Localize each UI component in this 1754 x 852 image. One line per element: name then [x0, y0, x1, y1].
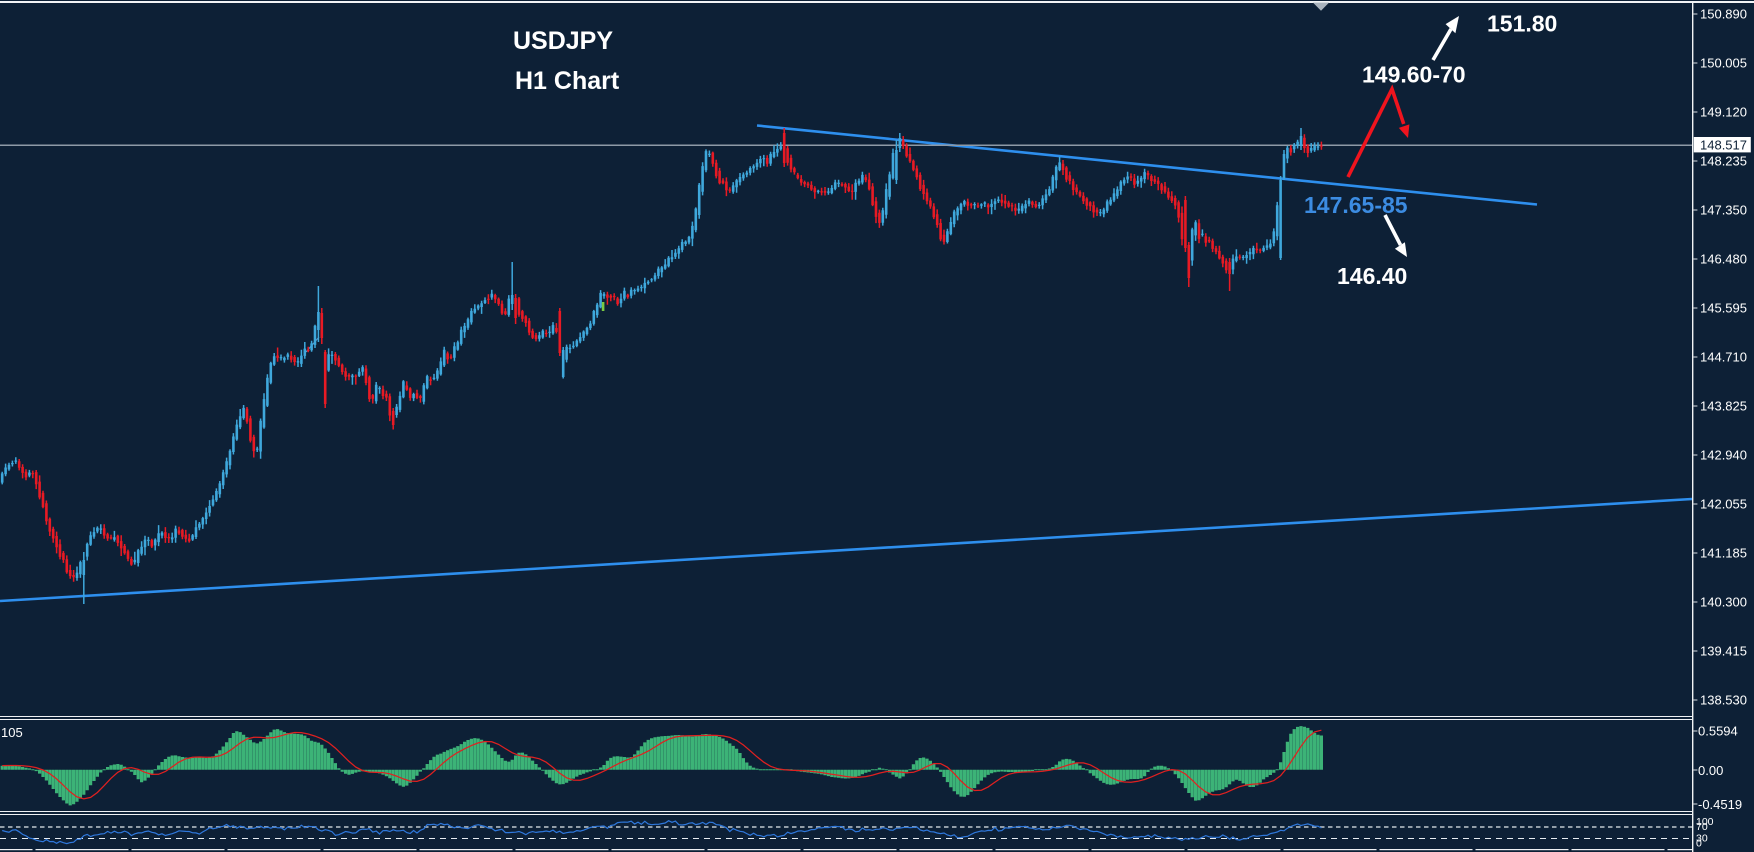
svg-text:100: 100 [1696, 816, 1714, 828]
svg-text:144.710: 144.710 [1700, 350, 1747, 365]
svg-text:USDJPY: USDJPY [513, 27, 613, 55]
svg-text:146.480: 146.480 [1700, 252, 1747, 267]
svg-text:0: 0 [1696, 837, 1702, 849]
svg-text:142.055: 142.055 [1700, 497, 1747, 512]
svg-text:146.40: 146.40 [1337, 263, 1407, 289]
svg-text:70: 70 [1696, 821, 1708, 833]
svg-text:141.185: 141.185 [1700, 546, 1747, 561]
svg-text:143.825: 143.825 [1700, 399, 1747, 414]
svg-text:142.940: 142.940 [1700, 448, 1747, 463]
svg-text:-0.4519: -0.4519 [1698, 797, 1742, 812]
svg-text:148.235: 148.235 [1700, 154, 1747, 169]
svg-text:151.80: 151.80 [1487, 11, 1557, 37]
svg-text:0.5594: 0.5594 [1698, 724, 1738, 739]
svg-text:147.65-85: 147.65-85 [1304, 192, 1408, 218]
svg-text:H1 Chart: H1 Chart [515, 67, 620, 95]
svg-text:139.415: 139.415 [1700, 644, 1747, 659]
svg-text:138.530: 138.530 [1700, 693, 1747, 708]
svg-text:148.517: 148.517 [1700, 137, 1747, 152]
svg-text:147.350: 147.350 [1700, 203, 1747, 218]
svg-text:30: 30 [1696, 832, 1708, 844]
svg-text:150.005: 150.005 [1700, 56, 1747, 71]
svg-text:105: 105 [1, 725, 23, 740]
svg-text:149.120: 149.120 [1700, 105, 1747, 120]
svg-text:145.595: 145.595 [1700, 301, 1747, 316]
svg-text:140.300: 140.300 [1700, 595, 1747, 610]
svg-text:149.60-70: 149.60-70 [1362, 62, 1466, 88]
svg-text:0.00: 0.00 [1698, 763, 1723, 778]
svg-text:150.890: 150.890 [1700, 7, 1747, 22]
